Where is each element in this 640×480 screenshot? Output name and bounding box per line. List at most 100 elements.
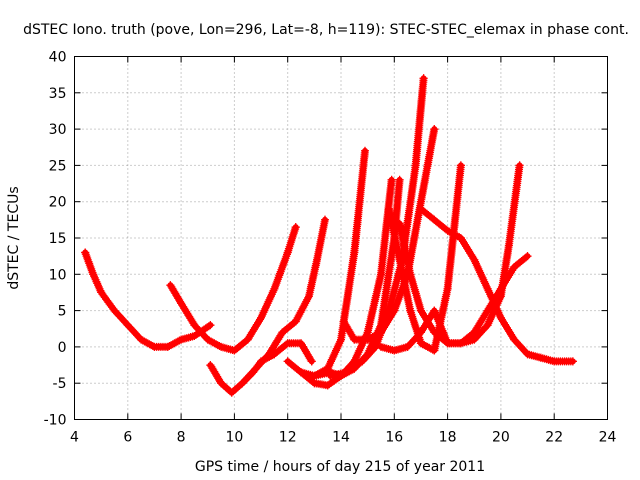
data-point	[430, 215, 439, 224]
data-point	[297, 368, 305, 377]
data-point	[305, 292, 313, 301]
data-point	[251, 364, 260, 373]
data-point	[190, 321, 199, 330]
y-tick-label: -10	[44, 413, 67, 429]
data-point	[123, 321, 132, 330]
data-point	[321, 215, 329, 224]
data-point	[390, 306, 399, 315]
data-point	[150, 342, 159, 351]
data-point	[550, 357, 559, 366]
y-tick-label: 5	[58, 304, 67, 320]
data-point	[406, 306, 415, 315]
data-point	[523, 350, 532, 359]
data-point	[568, 357, 577, 366]
data-point	[323, 381, 332, 390]
x-tick-label: 16	[385, 430, 403, 446]
data-point	[416, 328, 425, 337]
y-tick-label: 0	[58, 340, 67, 356]
data-point	[81, 248, 90, 257]
data-point	[358, 357, 367, 366]
axis-ticks: 4 6 8 10 12 14 16 18 20 22 24 -10 -5 0 5 10 15 20 25 30 35 40	[44, 50, 617, 446]
data-point	[310, 379, 319, 388]
data-point	[390, 346, 399, 355]
data-point	[110, 306, 119, 315]
y-tick-label: 20	[49, 195, 67, 211]
data-point	[310, 371, 319, 380]
data-point	[339, 317, 348, 326]
x-tick-label: 12	[279, 430, 297, 446]
data-point	[97, 288, 106, 297]
data-point	[291, 223, 300, 232]
data-point	[496, 313, 505, 322]
data-point	[227, 388, 236, 397]
data-point	[470, 328, 479, 337]
y-tick-label: 15	[49, 231, 67, 247]
x-tick-label: 10	[225, 430, 243, 446]
data-point	[283, 248, 292, 257]
y-tick-label: 35	[49, 86, 67, 102]
data-point	[395, 175, 404, 184]
data-point	[307, 357, 316, 366]
y-axis-label: dSTEC / TECUs	[6, 186, 22, 289]
data-point	[363, 335, 372, 344]
y-tick-label: 30	[49, 122, 67, 138]
x-tick-label: 4	[70, 430, 79, 446]
data-point	[456, 339, 465, 348]
data-point	[470, 255, 479, 264]
data-point	[483, 306, 492, 315]
data-point	[342, 368, 351, 377]
data-point	[416, 306, 425, 315]
data-point	[416, 205, 425, 213]
y-tick-label: 25	[49, 158, 67, 174]
y-tick-label: -5	[53, 376, 67, 392]
data-point	[496, 284, 505, 293]
x-tick-label: 24	[599, 430, 617, 446]
series-layer	[81, 74, 577, 397]
data-point	[470, 335, 479, 344]
data-point	[326, 371, 335, 380]
data-point	[385, 205, 393, 213]
data-point	[217, 379, 226, 388]
data-point	[395, 255, 404, 264]
data-point	[510, 263, 519, 271]
data-point	[456, 161, 465, 170]
data-point	[283, 339, 292, 348]
series-arc-1	[81, 248, 215, 351]
data-point	[377, 342, 385, 351]
data-point	[177, 335, 186, 344]
data-point	[163, 342, 172, 351]
data-point	[278, 328, 287, 337]
data-point	[291, 317, 300, 326]
data-point	[363, 328, 372, 337]
data-point	[265, 350, 273, 359]
series-arc-2	[166, 223, 300, 355]
data-point	[387, 175, 396, 184]
x-tick-label: 18	[439, 430, 457, 446]
data-point	[416, 197, 425, 206]
data-point	[419, 74, 428, 83]
x-tick-label: 22	[545, 430, 563, 446]
data-point	[361, 146, 369, 155]
data-point	[206, 361, 215, 370]
x-tick-label: 6	[123, 430, 132, 446]
data-point	[89, 270, 98, 279]
series-arc-13	[395, 219, 532, 348]
data-point	[297, 339, 305, 348]
data-point	[313, 255, 321, 264]
data-point	[270, 284, 279, 293]
data-point	[406, 270, 415, 279]
data-point	[190, 332, 199, 340]
x-tick-label: 20	[492, 430, 510, 446]
grid	[74, 56, 608, 420]
data-point	[523, 252, 532, 261]
data-point	[206, 321, 215, 330]
series-arc-10	[385, 161, 465, 355]
data-point	[217, 342, 226, 351]
data-point	[203, 335, 212, 344]
data-point	[177, 299, 186, 308]
data-point	[403, 342, 412, 351]
data-point	[456, 234, 465, 242]
data-point	[395, 219, 404, 228]
data-point	[443, 339, 452, 348]
